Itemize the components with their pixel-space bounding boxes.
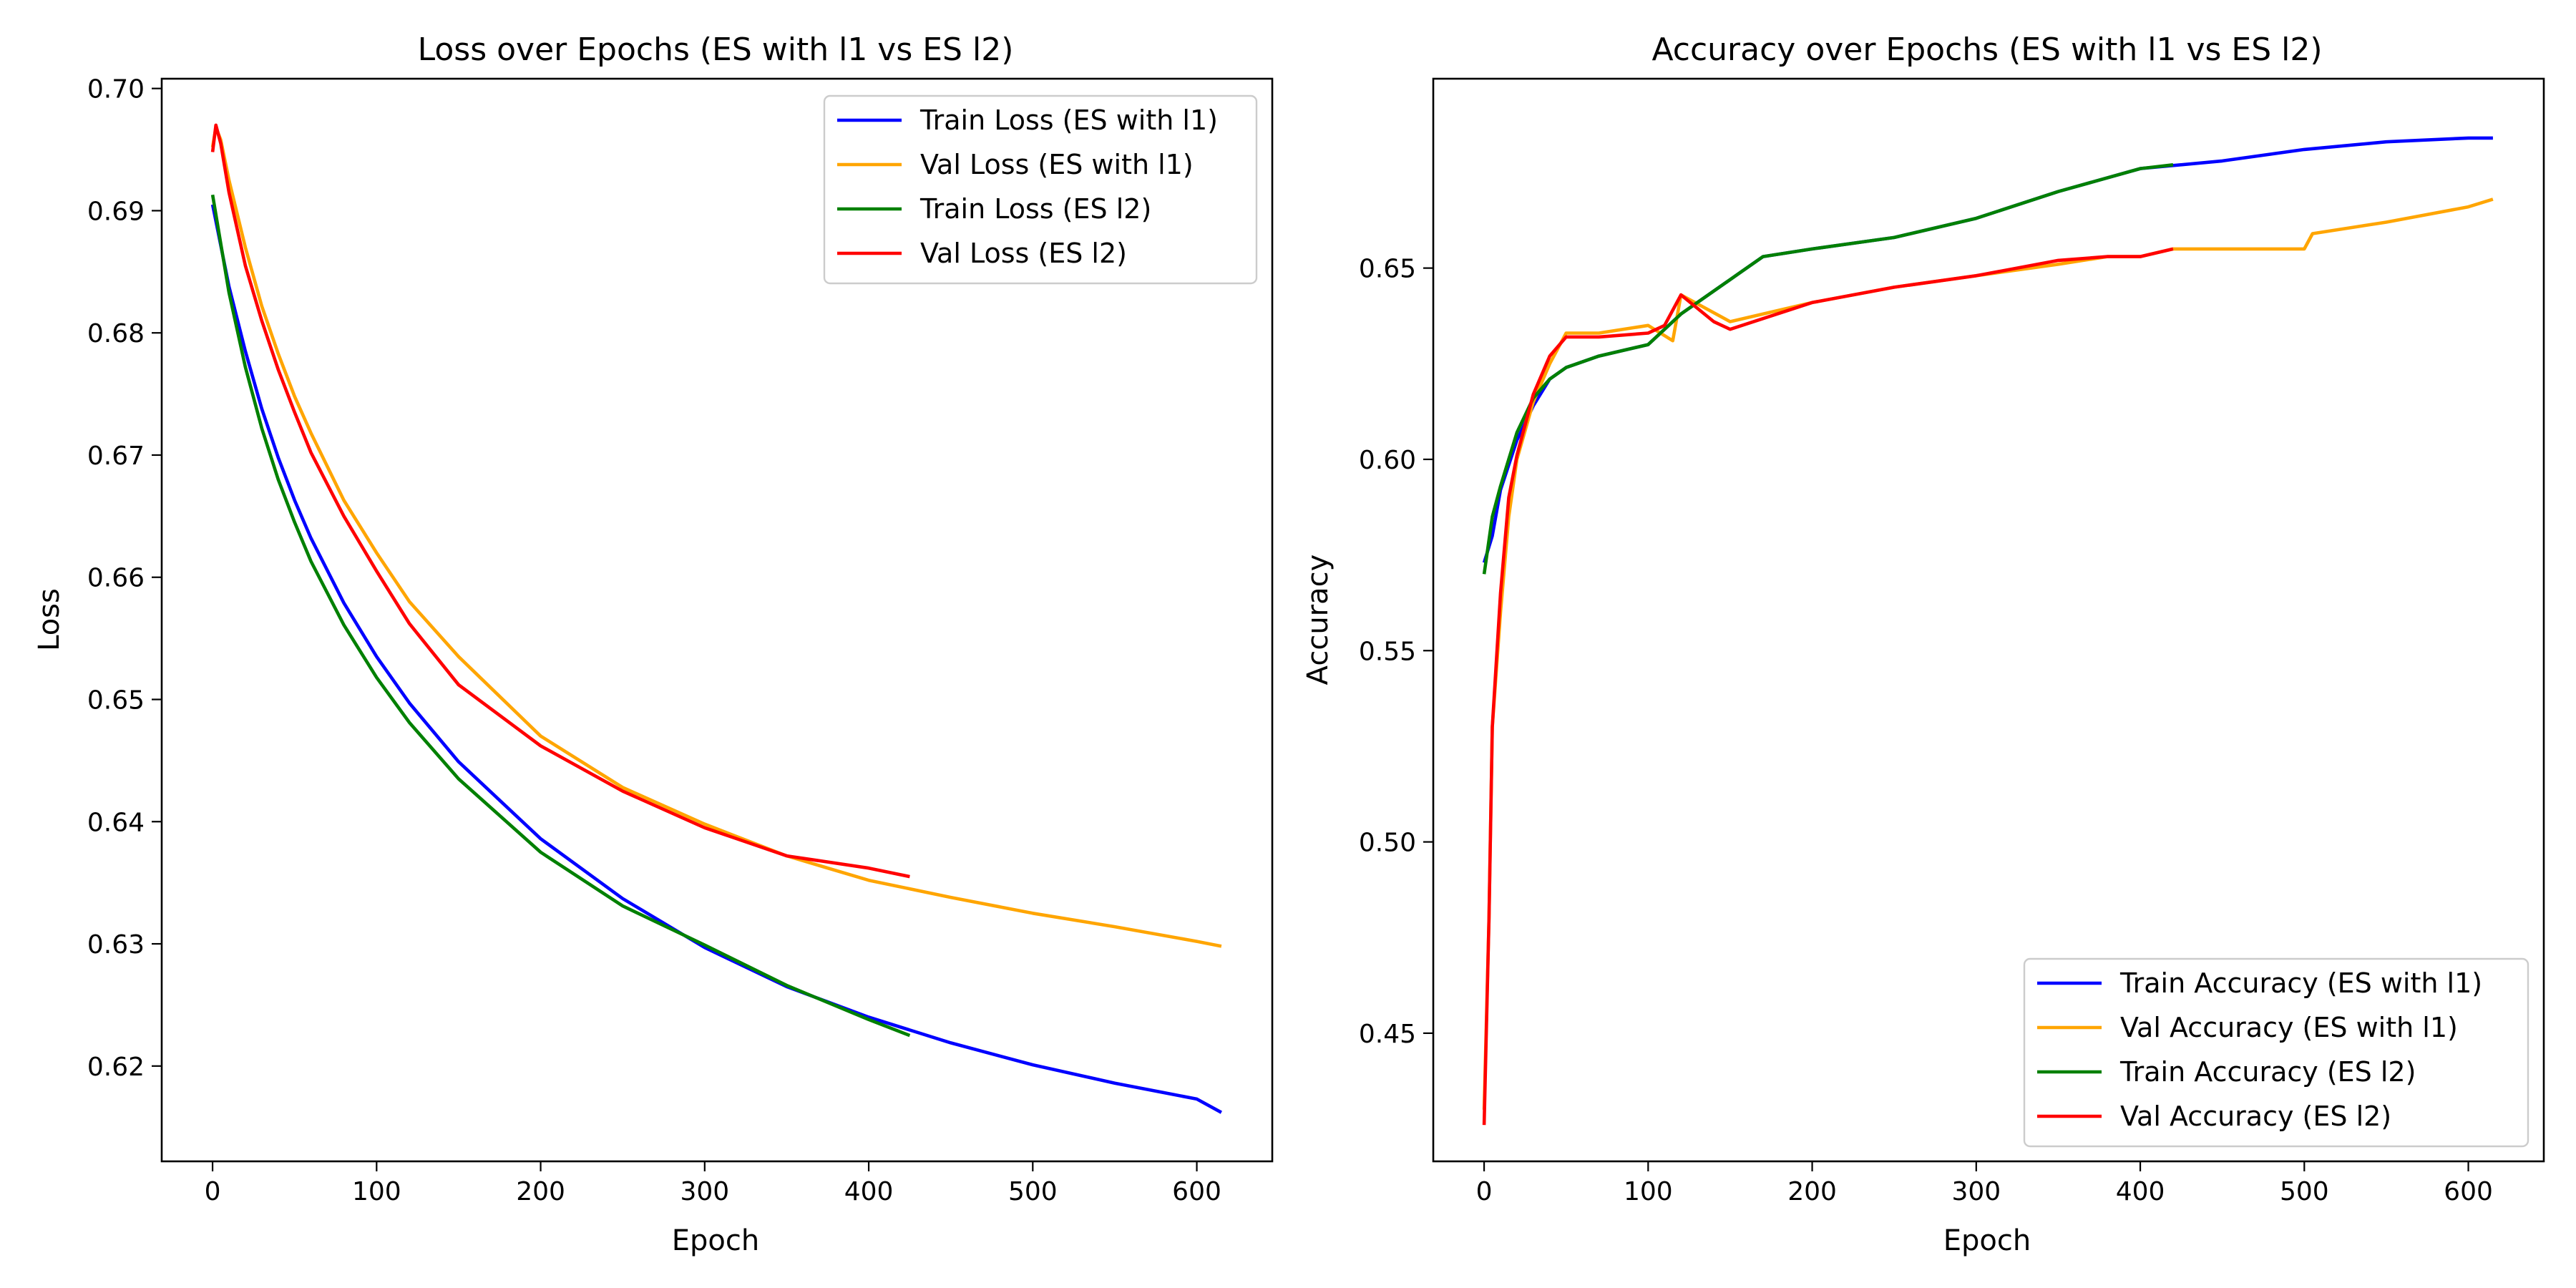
accuracy-x-tick-label-3: 300	[1951, 1177, 2001, 1206]
accuracy-x-tick-label-2: 200	[1787, 1177, 1837, 1206]
accuracy-y-tick-label-1: 0.50	[1359, 829, 1416, 858]
loss-series-line-3	[210, 123, 910, 879]
loss-x-axis-label: Epoch	[672, 1224, 759, 1257]
loss-ticks-layer: 0 100 200 300 400 500 600 0.62 0.63 0.64 0.65 0.66 0…	[87, 75, 1221, 1206]
accuracy-plot-frame	[1432, 77, 2545, 1163]
accuracy-chart-title: Accuracy over Epochs (ES with l1 vs ES l…	[1652, 31, 2322, 68]
loss-series-line-1	[210, 126, 1222, 948]
accuracy-legend-label-0: Train Accuracy (ES with l1)	[2119, 967, 2482, 999]
loss-x-tick-label-3: 300	[680, 1177, 729, 1206]
loss-y-tick-label-7: 0.69	[87, 197, 145, 226]
accuracy-x-tick-label-5: 500	[2280, 1177, 2329, 1206]
loss-y-tick-label-3: 0.65	[87, 686, 145, 715]
accuracy-x-tick-label-6: 600	[2444, 1177, 2493, 1206]
accuracy-series-line-1	[1482, 197, 2494, 1110]
accuracy-y-tick-label-0: 0.45	[1359, 1020, 1416, 1049]
loss-y-tick-label-0: 0.62	[87, 1053, 145, 1082]
loss-series-line-2	[210, 194, 911, 1038]
loss-chart-title: Loss over Epochs (ES with l1 vs ES l2)	[418, 31, 1014, 68]
loss-y-tick-label-4: 0.66	[87, 564, 145, 593]
accuracy-ticks-layer: 0 100 200 300 400 500 600 0.45 0.50 0.55 0.60 0.65	[1359, 255, 2493, 1206]
loss-series-layer	[210, 123, 1223, 1114]
loss-legend-label-1: Val Loss (ES with l1)	[920, 149, 1194, 180]
accuracy-chart: Accuracy over Epochs (ES with l1 vs ES l…	[1302, 31, 2545, 1257]
loss-legend-label-3: Val Loss (ES l2)	[920, 238, 1127, 269]
accuracy-series-line-2	[1482, 163, 2174, 575]
accuracy-y-tick-label-3: 0.60	[1359, 446, 1416, 475]
accuracy-x-tick-label-0: 0	[1476, 1177, 1493, 1206]
accuracy-series-line-3	[1482, 247, 2174, 1126]
loss-x-tick-label-6: 600	[1172, 1177, 1221, 1206]
loss-series-line-0	[210, 204, 1223, 1114]
loss-y-axis-label: Loss	[33, 588, 66, 651]
accuracy-x-tick-label-1: 100	[1624, 1177, 1673, 1206]
accuracy-x-tick-label-4: 400	[2116, 1177, 2165, 1206]
loss-x-tick-label-2: 200	[516, 1177, 565, 1206]
accuracy-y-tick-label-4: 0.65	[1359, 255, 1416, 284]
loss-legend-box	[823, 94, 1258, 285]
loss-chart: Loss over Epochs (ES with l1 vs ES l2) 0…	[33, 31, 1274, 1257]
loss-y-tick-label-8: 0.70	[87, 75, 145, 104]
accuracy-legend-box	[2023, 957, 2529, 1148]
loss-y-tick-label-2: 0.64	[87, 808, 145, 837]
loss-y-tick-label-5: 0.67	[87, 441, 145, 471]
loss-x-tick-label-1: 100	[352, 1177, 401, 1206]
accuracy-legend-label-3: Val Accuracy (ES l2)	[2120, 1101, 2391, 1132]
accuracy-x-axis-label: Epoch	[1943, 1224, 2031, 1257]
accuracy-legend: Train Accuracy (ES with l1) Val Accuracy …	[2023, 957, 2529, 1148]
accuracy-series-layer	[1482, 136, 2494, 1126]
loss-y-tick-label-1: 0.63	[87, 930, 145, 960]
loss-x-tick-label-4: 400	[844, 1177, 894, 1206]
accuracy-legend-label-2: Train Accuracy (ES l2)	[2119, 1056, 2416, 1088]
loss-legend-label-2: Train Loss (ES l2)	[919, 193, 1151, 225]
loss-y-tick-label-6: 0.68	[87, 319, 145, 348]
loss-legend-label-0: Train Loss (ES with l1)	[919, 104, 1218, 136]
accuracy-y-axis-label: Accuracy	[1302, 555, 1335, 686]
loss-x-tick-label-5: 500	[1008, 1177, 1058, 1206]
accuracy-legend-label-1: Val Accuracy (ES with l1)	[2120, 1012, 2458, 1043]
loss-x-tick-label-0: 0	[205, 1177, 221, 1206]
loss-plot-frame	[160, 77, 1274, 1163]
accuracy-y-tick-label-2: 0.55	[1359, 637, 1416, 666]
loss-legend: Train Loss (ES with l1) Val Loss (ES with…	[823, 94, 1258, 285]
